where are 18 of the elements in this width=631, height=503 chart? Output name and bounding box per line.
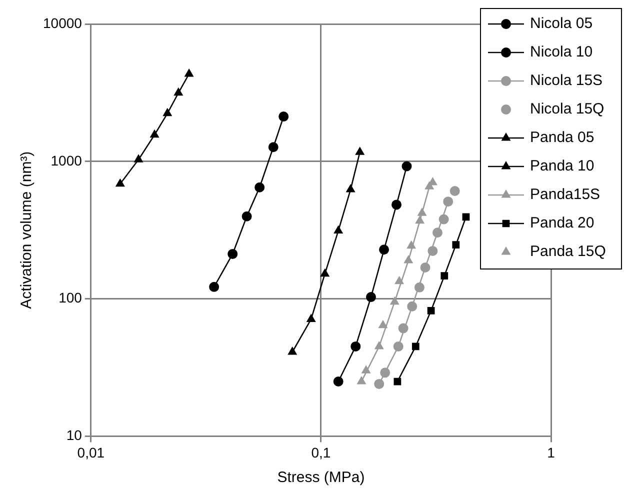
y-axis-title: Activation volume (nm³) — [18, 151, 36, 309]
y-tick-label: 100 — [58, 290, 82, 306]
legend-label: Panda15S — [530, 186, 600, 204]
legend-label: Panda 10 — [530, 158, 594, 175]
x-tick-label: 0,01 — [77, 444, 105, 460]
x-axis-title: Stress (MPa) — [277, 469, 365, 486]
y-tick-label: 10000 — [42, 14, 82, 31]
legend-label: Panda 15Q — [530, 243, 606, 260]
y-tick-label: 10 — [66, 427, 82, 444]
legend-label: Panda 20 — [530, 214, 594, 232]
legend-label: Nicola 15Q — [530, 100, 604, 118]
legend-label: Nicola 10 — [530, 44, 593, 61]
x-tick-label: 0,1 — [311, 444, 331, 460]
x-tick-label: 1 — [547, 444, 556, 460]
legend-label: Nicola 05 — [530, 15, 593, 32]
legend-label: Panda 05 — [530, 129, 594, 146]
legend-label: Nicola 15S — [530, 72, 603, 90]
y-tick-label: 1000 — [50, 152, 82, 168]
